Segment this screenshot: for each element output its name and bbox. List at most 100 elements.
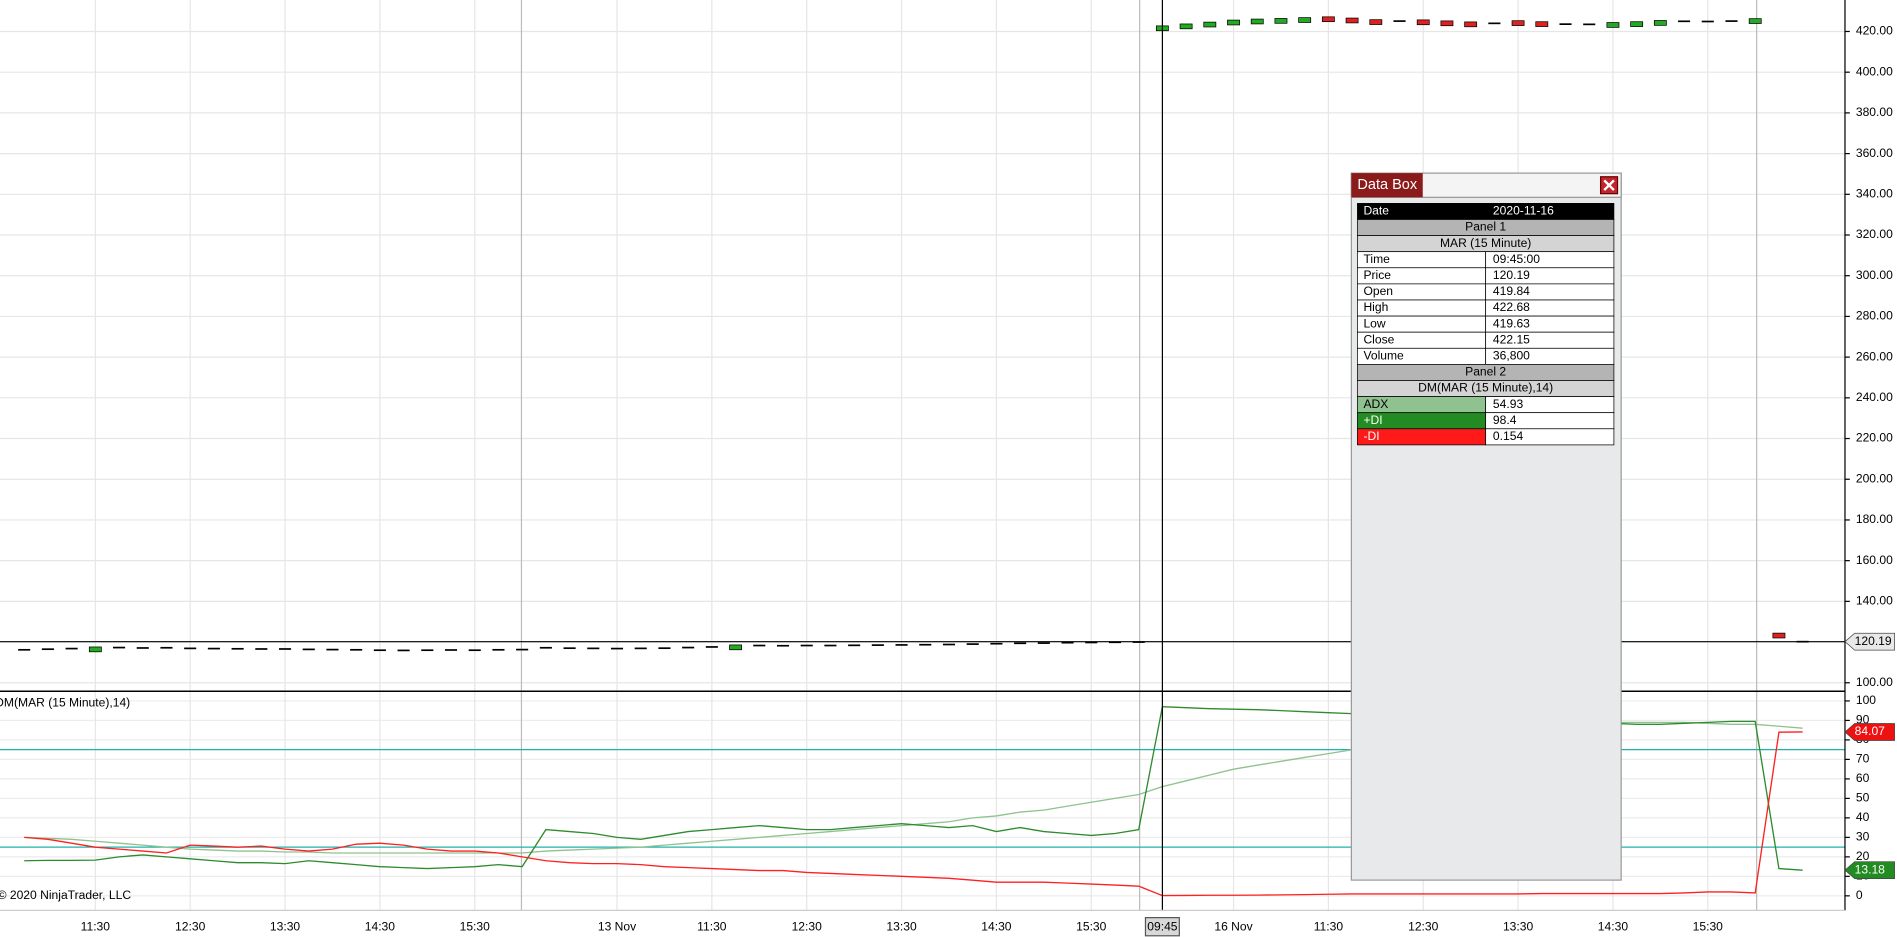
candle (1464, 21, 1478, 28)
price-tick-label: 360.00 (1856, 146, 1893, 160)
row-label: Close (1363, 332, 1394, 346)
price-tick-label: 180.00 (1856, 512, 1893, 526)
indicator-tick-label: 100 (1856, 693, 1876, 707)
indicator-tick-label: 70 (1856, 752, 1870, 766)
indicator-tick-label: 60 (1856, 771, 1870, 785)
price-tick-label: 160.00 (1856, 553, 1893, 567)
row-value: 120.19 (1493, 268, 1530, 282)
crosshair-time: 09:45 (1147, 920, 1178, 934)
price-tick-label: 420.00 (1856, 24, 1893, 38)
price-tick-label: 200.00 (1856, 471, 1893, 485)
section-label: Panel 1 (1465, 220, 1506, 234)
data-box-title: Data Box (1357, 177, 1417, 193)
time-tick-label: 13:30 (1503, 920, 1534, 934)
last-value: 84.07 (1855, 724, 1886, 738)
data-box-title-bg (1351, 173, 1423, 198)
time-tick-label: 15:30 (1076, 920, 1107, 934)
candle (1321, 16, 1335, 23)
time-tick-label: 16 Nov (1214, 920, 1252, 934)
time-tick-label: 15:30 (1693, 920, 1724, 934)
price-tick-label: 100.00 (1856, 675, 1893, 689)
candle (1345, 17, 1359, 24)
row-value: 422.15 (1493, 332, 1530, 346)
indicator-tick-label: 50 (1856, 791, 1870, 805)
candle (1250, 18, 1264, 25)
candle (1227, 19, 1240, 26)
last-value-tag (1844, 861, 1895, 879)
row-label: ADX (1363, 397, 1388, 411)
row-value: 36,800 (1493, 349, 1530, 363)
indicator-line (24, 731, 1803, 897)
candle (1511, 20, 1525, 26)
candle (1416, 19, 1430, 26)
row-label: High (1363, 300, 1388, 314)
section-label: MAR (15 Minute) (1440, 236, 1531, 250)
indicator-tick-label: 30 (1856, 830, 1870, 844)
time-tick-label: 12:30 (792, 920, 823, 934)
copyright: © 2020 NinjaTrader, LLC (0, 888, 131, 902)
time-tick-label: 13:30 (270, 920, 301, 934)
time-tick-label: 12:30 (175, 920, 206, 934)
close-icon (1603, 179, 1615, 191)
time-tick-label: 12:30 (1408, 920, 1439, 934)
row-value: 422.68 (1493, 300, 1530, 314)
candle (1535, 21, 1549, 27)
crosshair-price-tag (1844, 632, 1895, 651)
row-label: Time (1363, 252, 1390, 266)
row-value: 54.93 (1493, 397, 1524, 411)
row-label: Date (1363, 204, 1389, 218)
crosshair-price: 120.19 (1855, 634, 1892, 648)
last-value-tag (1844, 723, 1895, 741)
candle (729, 644, 742, 651)
row-value: 0.154 (1493, 429, 1524, 443)
candle (1298, 17, 1312, 23)
data-box[interactable]: Data Box Date 2020-11-16 Panel 1 MAR (15 Min… (1350, 172, 1622, 881)
time-tick-label: 15:30 (460, 920, 491, 934)
price-tick-label: 340.00 (1856, 187, 1893, 201)
candle (1630, 21, 1644, 27)
indicator-title: DM(MAR (15 Minute),14) (0, 696, 130, 710)
last-value: 13.18 (1855, 862, 1886, 876)
candle (1203, 21, 1217, 28)
row-label: Open (1363, 284, 1393, 298)
time-tick-label: 13:30 (886, 920, 917, 934)
candle (1606, 22, 1620, 28)
row-label: -DI (1363, 429, 1379, 443)
candle (1653, 20, 1667, 26)
row-value-cell (1485, 428, 1615, 446)
time-tick-label: 14:30 (981, 920, 1012, 934)
time-tick-label: 13 Nov (598, 920, 636, 934)
row-label: +DI (1363, 413, 1382, 427)
price-tick-label: 300.00 (1856, 268, 1893, 282)
candle (1274, 18, 1288, 24)
row-value: 419.63 (1493, 316, 1530, 330)
indicator-tick-label: 40 (1856, 810, 1870, 824)
price-tick-label: 400.00 (1856, 64, 1893, 78)
price-tick-label: 140.00 (1856, 594, 1893, 608)
candle (88, 646, 102, 653)
time-tick-label: 14:30 (365, 920, 396, 934)
time-tick-label: 14:30 (1598, 920, 1629, 934)
section-label: DM(MAR (15 Minute),14) (1418, 381, 1553, 395)
section-label: Panel 2 (1465, 365, 1506, 379)
candle (1440, 20, 1454, 27)
price-tick-label: 240.00 (1856, 390, 1893, 404)
crosshair-time-box (1144, 917, 1180, 937)
indicator-tick-label: 0 (1856, 888, 1863, 902)
row-label: Low (1363, 316, 1385, 330)
row-value: 419.84 (1493, 284, 1530, 298)
candle (1179, 23, 1193, 30)
price-tick-label: 380.00 (1856, 105, 1893, 119)
price-tick-label: 280.00 (1856, 309, 1893, 323)
price-tick-label: 260.00 (1856, 349, 1893, 363)
candle (1369, 19, 1383, 25)
row-value: 98.4 (1493, 413, 1517, 427)
candle (1772, 632, 1786, 639)
price-tick-label: 220.00 (1856, 431, 1893, 445)
time-tick-label: 11:30 (697, 920, 727, 934)
candle (1748, 18, 1762, 24)
price-tick-label: 320.00 (1856, 227, 1893, 241)
row-value: 2020-11-16 (1493, 204, 1554, 218)
